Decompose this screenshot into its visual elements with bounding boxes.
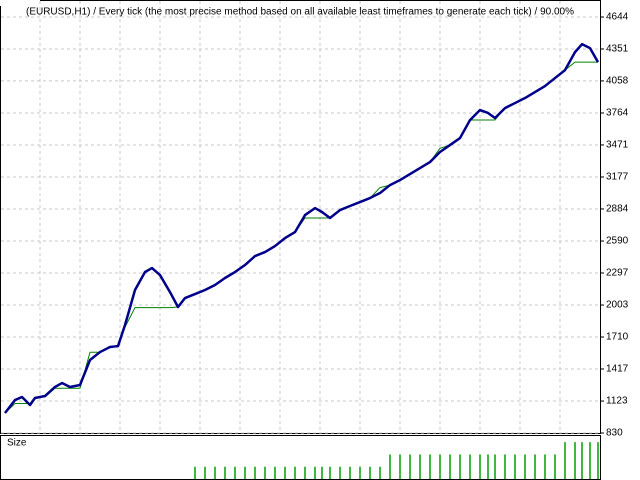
y-tick-label: 830 [606,428,623,439]
y-tick-label: 3471 [606,140,629,151]
corner [0,0,40,6]
y-tick-label: 3764 [606,108,629,119]
y-tick-label: 1123 [606,396,628,407]
y-tick-label: 2003 [606,300,629,311]
y-tick-label: 1710 [606,332,629,343]
y-tick-label: 4644 [606,12,629,23]
y-tick-label: 4058 [606,76,629,87]
y-tick-label: 3177 [606,172,629,183]
y-tick-label: 2297 [606,268,629,279]
chart-title: (EURUSD,H1) / Every tick (the most preci… [26,7,574,18]
size-panel [0,435,601,480]
size-label: Size [7,438,27,449]
y-tick-label: 4351 [606,44,629,55]
y-tick-label: 2590 [606,236,629,247]
main-panel [0,0,601,434]
series-line [4,42,600,414]
y-tick-label: 1417 [606,364,629,375]
y-tick-label: 2884 [606,204,629,215]
